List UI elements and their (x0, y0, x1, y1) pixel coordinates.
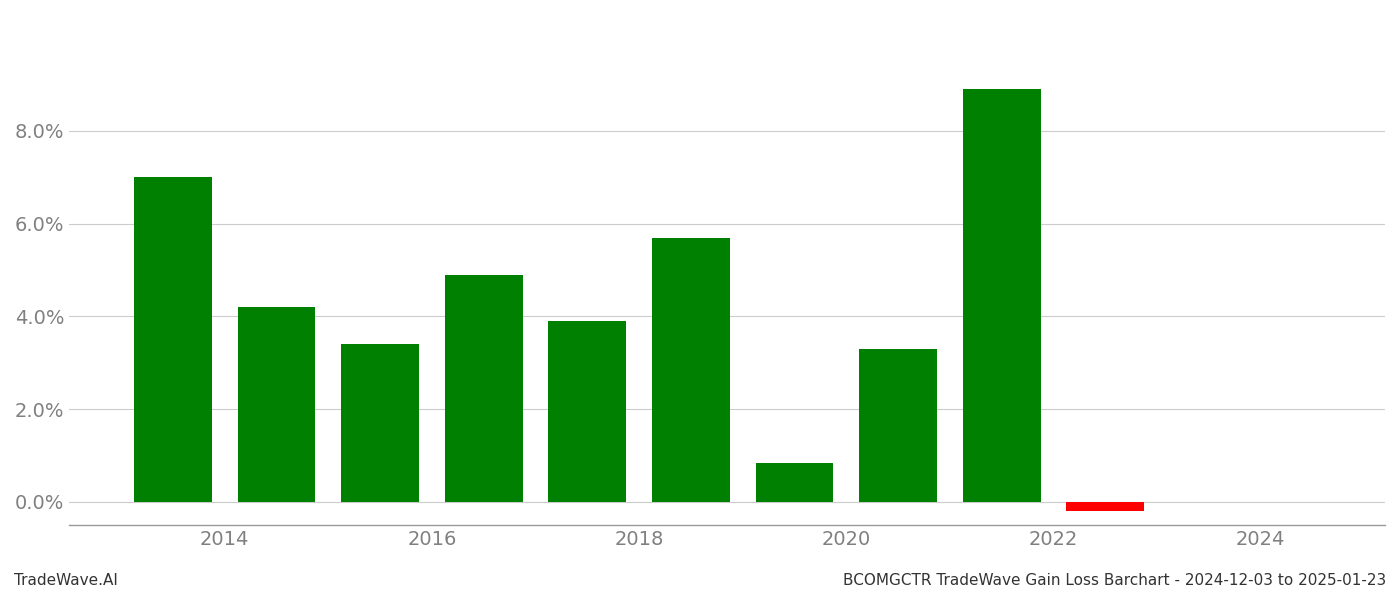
Bar (652, 238, 729, 502)
Bar (963, 89, 1040, 502)
Bar (238, 307, 315, 502)
Bar (1067, 502, 1144, 511)
Text: TradeWave.AI: TradeWave.AI (14, 573, 118, 588)
Bar (134, 178, 211, 502)
Bar (445, 275, 522, 502)
Bar (756, 463, 833, 502)
Text: BCOMGCTR TradeWave Gain Loss Barchart - 2024-12-03 to 2025-01-23: BCOMGCTR TradeWave Gain Loss Barchart - … (843, 573, 1386, 588)
Bar (549, 321, 626, 502)
Bar (342, 344, 419, 502)
Bar (860, 349, 937, 502)
